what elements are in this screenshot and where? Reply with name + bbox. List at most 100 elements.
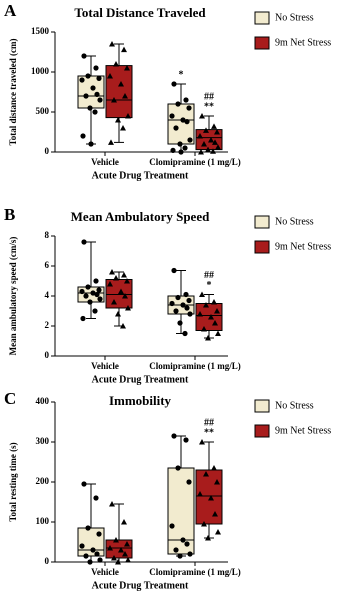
point	[125, 557, 131, 563]
y-tick-label: 100	[36, 516, 50, 526]
point	[115, 117, 121, 123]
point	[96, 531, 102, 537]
significance-mark: **	[204, 101, 214, 112]
point	[113, 61, 119, 67]
point	[173, 125, 179, 131]
y-tick-label: 0	[45, 350, 50, 360]
legend-label: No Stress	[275, 216, 314, 227]
panel-letter: A	[4, 1, 17, 20]
point	[113, 537, 119, 543]
point	[183, 291, 189, 298]
y-tick-label: 0	[45, 146, 50, 156]
point	[96, 287, 102, 293]
point	[125, 113, 131, 119]
point	[170, 147, 176, 153]
significance-mark: *	[207, 280, 212, 291]
point	[80, 133, 86, 139]
x-tick-label: Clomipramine (1 mg/L)	[149, 361, 241, 371]
point	[211, 123, 217, 129]
box	[167, 103, 195, 145]
point	[184, 119, 190, 125]
y-tick-label: 300	[36, 436, 50, 446]
y-tick-label: 0	[45, 556, 50, 566]
legend-label: 9m Net Stress	[275, 37, 331, 48]
point	[87, 105, 93, 111]
y-tick-label: 1500	[31, 26, 50, 36]
point	[109, 41, 115, 47]
point	[121, 46, 127, 53]
point	[178, 149, 184, 155]
point	[85, 73, 91, 79]
point	[83, 293, 89, 299]
y-axis-label: Total distance traveled (cm)	[8, 39, 18, 146]
point	[94, 91, 100, 97]
legend-swatch	[254, 11, 270, 25]
x-tick-label: Clomipramine (1 mg/L)	[149, 157, 241, 167]
point	[205, 535, 211, 541]
point	[197, 133, 203, 139]
significance-mark: ##	[204, 270, 214, 281]
point	[97, 557, 103, 563]
point	[208, 495, 214, 501]
point	[212, 139, 218, 145]
point	[79, 288, 85, 295]
point	[180, 302, 186, 308]
point	[177, 320, 183, 326]
point	[111, 97, 117, 103]
legend-swatch	[254, 36, 270, 50]
y-tick-label: 4	[45, 290, 50, 300]
legend-swatch	[254, 424, 270, 438]
chart-title: Mean Ambulatory Speed	[71, 209, 210, 224]
point	[171, 267, 177, 274]
point	[87, 299, 93, 305]
legend-label: No Stress	[275, 400, 314, 411]
point	[115, 559, 121, 565]
chart-title: Total Distance Traveled	[74, 5, 206, 20]
point	[180, 117, 186, 123]
point	[214, 479, 220, 485]
point	[90, 547, 96, 553]
point	[93, 278, 99, 284]
x-tick-label: Clomipramine (1 mg/L)	[149, 567, 241, 577]
point	[201, 521, 207, 527]
point	[124, 541, 130, 547]
point	[79, 543, 85, 549]
point	[107, 281, 113, 287]
point	[198, 149, 204, 155]
point	[120, 125, 126, 131]
point	[187, 137, 193, 143]
point	[121, 519, 127, 525]
point	[81, 53, 87, 59]
significance-mark: ##	[204, 417, 214, 428]
point	[169, 113, 175, 119]
point	[171, 81, 177, 87]
point	[122, 551, 128, 557]
point	[118, 288, 124, 294]
point	[111, 555, 117, 561]
point	[87, 559, 93, 565]
point	[90, 290, 96, 296]
point	[177, 553, 183, 559]
point	[85, 284, 91, 290]
y-tick-label: 500	[36, 106, 50, 116]
y-tick-label: 2	[45, 320, 50, 330]
point	[205, 146, 211, 153]
point	[93, 495, 99, 501]
x-tick-label: Vehicle	[91, 361, 119, 371]
point	[186, 105, 192, 111]
point	[79, 77, 85, 83]
point	[175, 101, 181, 107]
legend-label: 9m Net Stress	[275, 241, 331, 252]
point	[180, 537, 186, 543]
point	[124, 278, 130, 284]
point	[88, 141, 94, 147]
point	[184, 305, 190, 311]
point	[121, 272, 127, 278]
point	[199, 439, 205, 445]
point	[94, 291, 100, 298]
point	[97, 296, 103, 302]
point	[197, 491, 203, 497]
legend-swatch	[254, 240, 270, 254]
point	[203, 127, 209, 133]
point	[214, 308, 220, 314]
